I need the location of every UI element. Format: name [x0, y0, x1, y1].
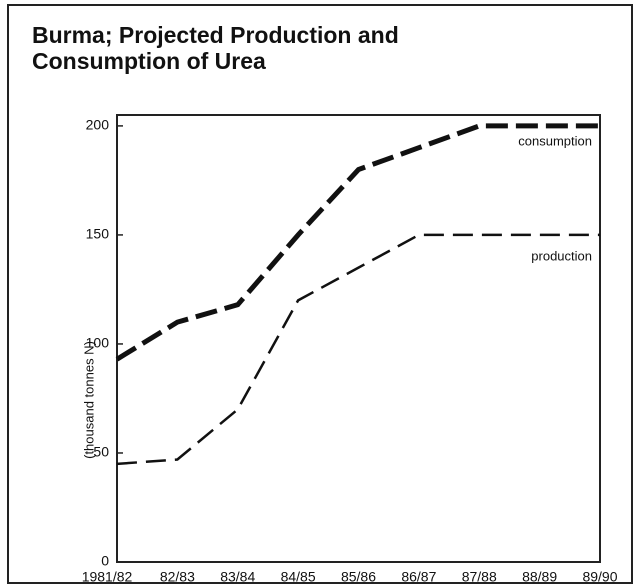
series-label: consumption — [518, 133, 592, 148]
x-tick-label: 86/87 — [401, 569, 436, 584]
y-axis-label: (thousand tonnes N) — [81, 341, 96, 459]
x-tick-label: 88/89 — [522, 569, 557, 584]
x-tick-label: 1981/82 — [82, 569, 133, 584]
x-tick-label: 84/85 — [281, 569, 316, 584]
y-tick-label: 0 — [101, 553, 109, 569]
x-tick-label: 83/84 — [220, 569, 255, 584]
y-tick-label: 200 — [86, 117, 110, 133]
series-line — [115, 123, 600, 362]
y-tick-label: 150 — [86, 226, 110, 242]
frame — [7, 4, 633, 584]
y-tick-label: 100 — [86, 335, 110, 351]
plot-frame — [116, 114, 601, 563]
x-tick-label: 82/83 — [160, 569, 195, 584]
x-tick-label: 89/90 — [582, 569, 617, 584]
y-tick-label: 50 — [93, 444, 109, 460]
x-tick-label: 87/88 — [462, 569, 497, 584]
series-label: production — [531, 248, 592, 263]
x-tick-label: 85/86 — [341, 569, 376, 584]
series-line — [116, 233, 600, 466]
chart-title: Burma; Projected Production and Consumpt… — [32, 22, 399, 74]
